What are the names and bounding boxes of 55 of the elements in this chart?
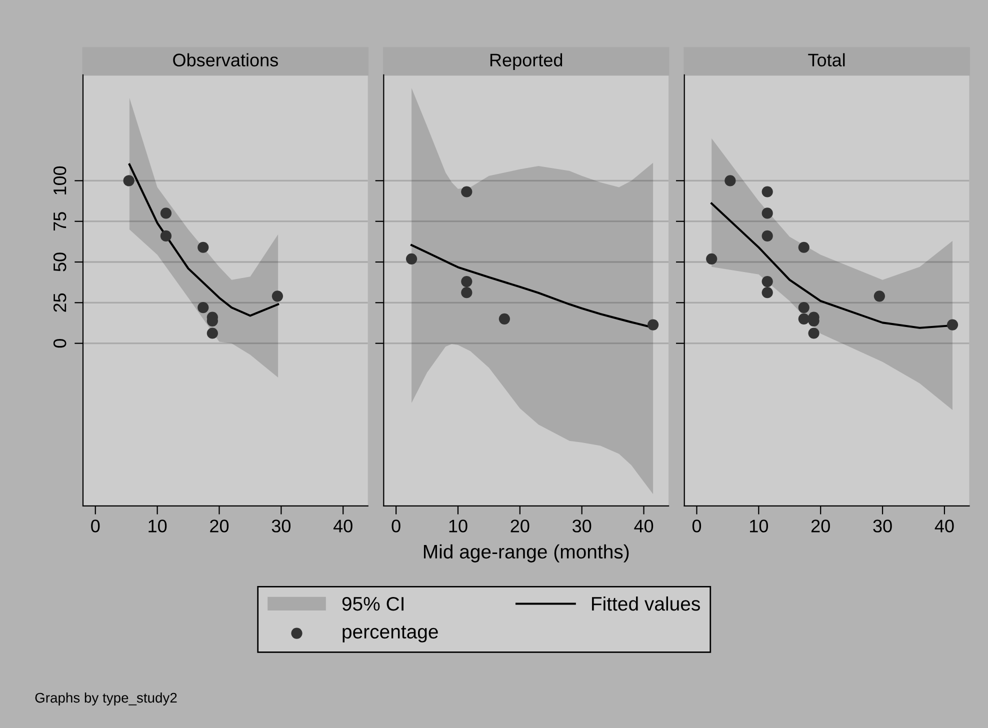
x-tick-label: 30 bbox=[873, 520, 892, 532]
point bbox=[946, 319, 958, 330]
y-tick-label: 100 bbox=[53, 166, 66, 194]
x-axis-title: Mid age-range (months) bbox=[424, 544, 629, 562]
chart-title: Reported bbox=[490, 53, 562, 70]
x-tick-label: 0 bbox=[692, 520, 702, 532]
y-tick-label: 50 bbox=[53, 252, 66, 272]
x-tick-label: 20 bbox=[510, 520, 530, 532]
x-tick-label: 30 bbox=[572, 520, 592, 532]
point bbox=[160, 230, 172, 242]
chart-title: Observations bbox=[173, 53, 278, 66]
point bbox=[461, 186, 472, 198]
point bbox=[198, 302, 209, 314]
x-tick-label: 20 bbox=[811, 520, 830, 532]
chart-title: Total bbox=[808, 53, 845, 66]
x-tick-label: 10 bbox=[449, 520, 468, 532]
point bbox=[762, 287, 773, 298]
point bbox=[798, 242, 810, 253]
point bbox=[406, 253, 418, 264]
line-series bbox=[128, 163, 280, 317]
point bbox=[123, 175, 134, 186]
x-tick-label: 30 bbox=[272, 520, 290, 532]
point bbox=[461, 287, 472, 298]
point bbox=[706, 253, 718, 264]
point bbox=[874, 290, 885, 302]
x-tick-label: 40 bbox=[634, 520, 654, 532]
point bbox=[724, 175, 736, 186]
legend-label: Fitted values bbox=[592, 596, 700, 611]
x-tick-label: 10 bbox=[750, 520, 768, 532]
x-tick-label: 0 bbox=[392, 520, 400, 532]
point bbox=[498, 313, 510, 324]
point bbox=[461, 276, 472, 288]
y-tick-label: 0 bbox=[53, 339, 66, 348]
point bbox=[798, 302, 810, 314]
x-tick-label: 0 bbox=[91, 520, 100, 532]
point bbox=[762, 276, 773, 288]
y-tick-label: 25 bbox=[53, 293, 66, 312]
x-tick-label: 10 bbox=[148, 520, 167, 532]
text: Graphs by type_study2 bbox=[35, 692, 177, 706]
legend-label: percentage bbox=[342, 626, 438, 642]
y-tick-label: 75 bbox=[54, 212, 66, 230]
point bbox=[648, 319, 659, 330]
x-tick-label: 40 bbox=[333, 520, 352, 532]
point bbox=[160, 208, 172, 219]
point bbox=[272, 290, 284, 302]
point bbox=[762, 230, 773, 242]
x-tick-label: 20 bbox=[210, 520, 229, 532]
point bbox=[198, 242, 209, 253]
point bbox=[206, 328, 218, 339]
x-tick-label: 40 bbox=[934, 520, 954, 532]
point bbox=[762, 208, 773, 219]
point bbox=[808, 328, 820, 339]
point bbox=[798, 313, 810, 324]
point bbox=[762, 186, 773, 198]
text: 95% CI bbox=[342, 596, 404, 611]
